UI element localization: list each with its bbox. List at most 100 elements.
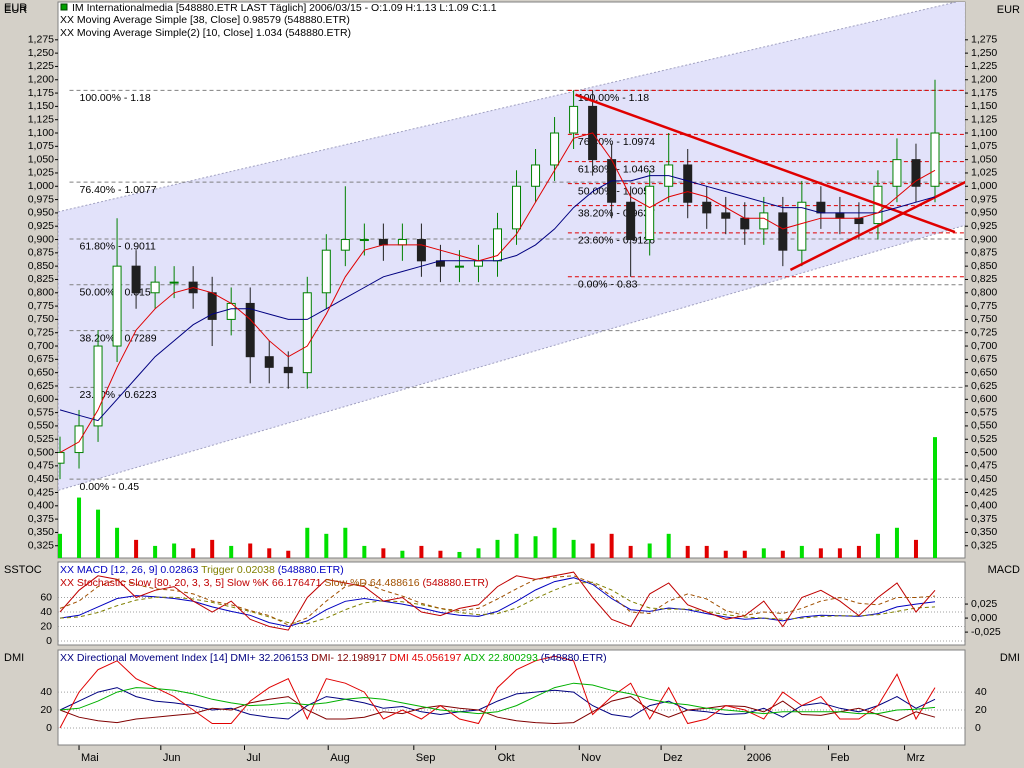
candle-body: [321, 249, 331, 294]
legend-entry: XX Directional Movement Index [14] DMI+ …: [60, 652, 309, 664]
candle-body: [854, 217, 864, 225]
legend-entry: XX Moving Average Simple [38, Close] 0.9…: [60, 14, 350, 26]
ma-line: [59, 132, 936, 454]
candle-body: [626, 201, 636, 241]
y2-tick-label: 1,225: [971, 60, 997, 72]
y-tick-label: 0,825: [28, 273, 54, 285]
indicator-line: [59, 696, 936, 725]
y2-tick-label: -0,025: [971, 626, 1001, 638]
y2-tick-label: 0,450: [971, 473, 997, 485]
y2-tick-label: 0,975: [971, 193, 997, 205]
legend-entry: XX MACD [12, 26, 9] 0.02863: [60, 564, 198, 576]
candle-body: [245, 302, 255, 358]
y2-tick-label: 0,875: [971, 247, 997, 259]
y-tick-label: 1,050: [28, 153, 54, 165]
candle-body: [778, 212, 788, 251]
y-tick-label: 0,600: [28, 393, 54, 405]
y-tick-label: 1,150: [28, 100, 54, 112]
indicator-line: [59, 577, 936, 628]
x-tick-label: Mrz: [907, 752, 925, 764]
y2-tick-label: 0,525: [971, 433, 997, 445]
y2-tick-label: 0,925: [971, 220, 997, 232]
y-tick-label: 0,550: [28, 420, 54, 432]
y-tick-label: 0,700: [28, 340, 54, 352]
y2-tick-label: 0,850: [971, 260, 997, 272]
y2-tick-label: 0,900: [971, 233, 997, 245]
y-tick-label: 1,275: [28, 34, 54, 46]
x-tick-label: Jul: [247, 752, 261, 764]
y2-tick-label: 20: [975, 704, 987, 716]
volume-bar: [742, 550, 747, 558]
volume-bar: [476, 548, 481, 558]
candle-body: [835, 212, 845, 219]
candle-body: [569, 105, 579, 134]
y-tick-label: 0,975: [28, 193, 54, 205]
legend: XX MACD [12, 26, 9] 0.02863 Trigger 0.02…: [60, 564, 344, 576]
y-tick-label: 0,675: [28, 353, 54, 365]
y2-tick-label: 0,025: [971, 598, 997, 610]
y2-tick-label: 0,475: [971, 460, 997, 472]
volume-bar: [799, 545, 804, 558]
volume-bar: [552, 527, 557, 558]
y2-tick-label: 0,425: [971, 486, 997, 498]
volume-bar: [514, 533, 519, 558]
x-tick-label: Jun: [163, 752, 181, 764]
y-tick-label: 1,225: [28, 60, 54, 72]
candle-body: [683, 164, 693, 203]
y2-tick-label: 0,825: [971, 273, 997, 285]
y-tick-label: 60: [40, 591, 52, 603]
y-tick-label: 0,950: [28, 207, 54, 219]
volume-bar: [400, 550, 405, 558]
candle-body: [150, 281, 160, 294]
indicator-line: [59, 655, 936, 729]
fib-label: 0.00% - 0.45: [80, 481, 140, 493]
volume-bar: [590, 543, 595, 558]
volume-bar: [647, 543, 652, 558]
volume-bar: [438, 550, 443, 558]
y2-tick-label: 0,675: [971, 353, 997, 365]
y-tick-label: 0,400: [28, 500, 54, 512]
y2-tick-label: 0,750: [971, 313, 997, 325]
y2-tick-label: 1,050: [971, 153, 997, 165]
volume-bar: [286, 550, 291, 558]
volume-bar: [172, 543, 177, 558]
y-tick-label: 40: [40, 606, 52, 618]
volume-bar: [533, 536, 538, 558]
y-tick-label: 1,025: [28, 167, 54, 179]
volume-bar: [875, 533, 880, 558]
candle-body: [550, 132, 560, 166]
y-tick-label: 0: [46, 635, 52, 647]
y2-tick-label: 0: [975, 722, 981, 734]
y-tick-label: 0: [46, 722, 52, 734]
volume-bar: [856, 545, 861, 558]
legend-entry: Slow %D 64.488616: [324, 577, 419, 589]
y-tick-label: 0,850: [28, 260, 54, 272]
volume-bar: [362, 545, 367, 558]
volume-bar: [837, 548, 842, 558]
y-tick-label: 40: [40, 686, 52, 698]
x-tick-label: Sep: [416, 752, 436, 764]
candle-body: [397, 239, 407, 246]
plot-layer: [58, 655, 965, 729]
volume-bar: [134, 539, 139, 558]
candle-body: [892, 159, 902, 187]
legend: XX Directional Movement Index [14] DMI+ …: [60, 652, 607, 664]
y2-tick-label: 1,100: [971, 127, 997, 139]
trendline: [789, 180, 965, 271]
header-marker: [60, 3, 68, 11]
y-tick-label: 0,625: [28, 380, 54, 392]
y-tick-label: 0,775: [28, 300, 54, 312]
volume-bar: [248, 543, 253, 558]
y-tick-label: 1,200: [28, 74, 54, 86]
candle-body: [740, 217, 750, 230]
candle-body: [473, 260, 483, 267]
candle-body: [797, 201, 807, 251]
volume-bar: [324, 533, 329, 558]
volume-bar: [191, 548, 196, 558]
y-tick-label: 0,900: [28, 233, 54, 245]
fib-label: 61.80% - 0.9011: [80, 241, 156, 253]
y-tick-label: 0,325: [28, 540, 54, 552]
fib-label: 23.60% - 0.9126: [578, 235, 655, 247]
y2-axis-label: MACD: [988, 564, 1020, 576]
candle-body: [264, 356, 274, 368]
